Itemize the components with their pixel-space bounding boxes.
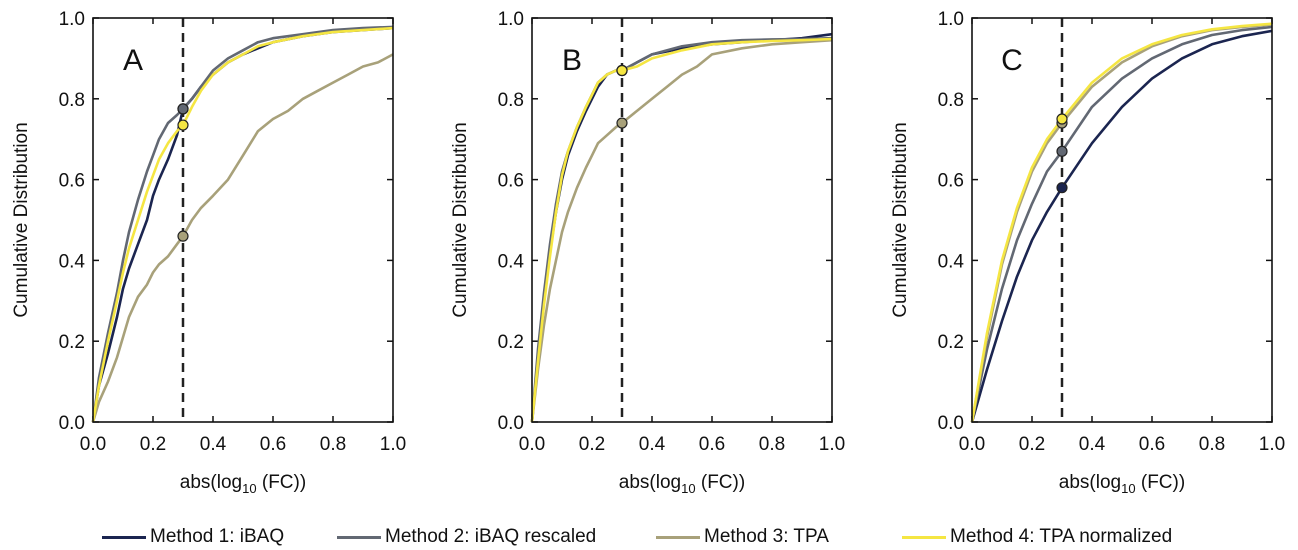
x-tick-label: 0.4 (1079, 434, 1106, 455)
y-axis-label: Cumulative Distribution (11, 122, 32, 317)
y-tick-label: 0.8 (498, 90, 524, 111)
panel-c: 0.0 0.2 0.4 0.6 0.8 1.0 0.0 0.2 0.4 0.6 0.8 1.0 Cabs… (890, 9, 1285, 496)
figure: 0.0 0.2 0.4 0.6 0.8 1.0 0.0 0.2 0.4 0.6 0.8 1.0 Aabs… (11, 9, 1285, 496)
legend-label-method-2: Method 2: iBAQ rescaled (385, 526, 597, 547)
x-tick-label: 0.0 (959, 434, 985, 455)
y-axis-label: Cumulative Distribution (450, 122, 471, 317)
legend: Method 1: iBAQ Method 2: iBAQ rescaled M… (0, 525, 1298, 549)
x-axis-label: abs(log10 (FC)) (180, 472, 306, 496)
panel-label: C (1001, 44, 1023, 77)
x-tick-label: 0.8 (1199, 434, 1225, 455)
plot-frame (971, 17, 1273, 423)
series-marker-method-4 (616, 64, 628, 77)
y-tick-label: 1.0 (938, 9, 964, 30)
series-line-method-3 (91, 53, 394, 423)
series-line-method-2 (530, 36, 833, 423)
legend-item-method-4: Method 4: TPA normalized (902, 525, 1172, 549)
y-tick-label: 0.0 (59, 413, 85, 434)
legend-item-method-2: Method 2: iBAQ rescaled (337, 525, 596, 549)
legend-swatch-method-2 (337, 535, 381, 539)
y-tick-label: 0.4 (59, 251, 86, 272)
y-tick-label: 0.4 (938, 251, 965, 272)
legend-label-method-4: Method 4: TPA normalized (950, 526, 1173, 547)
y-tick-label: 0.6 (59, 171, 85, 192)
series-line-method-4 (530, 37, 833, 423)
x-tick-label: 0.0 (80, 434, 106, 455)
series-line-method-3 (530, 38, 833, 423)
series-line-method-1 (530, 32, 833, 423)
x-axis-label: abs(log10 (FC)) (619, 472, 745, 496)
series-line-method-3 (970, 23, 1273, 423)
x-tick-label: 0.4 (639, 434, 666, 455)
x-tick-label: 0.2 (579, 434, 605, 455)
x-tick-label: 0.2 (1019, 434, 1045, 455)
x-tick-label: 0.6 (260, 434, 286, 455)
series-marker-method-4 (1056, 113, 1068, 125)
y-tick-label: 0.6 (938, 171, 964, 192)
legend-label-method-1: Method 1: iBAQ (150, 526, 285, 547)
series-marker-method-4 (177, 119, 189, 131)
plot-frame (92, 17, 394, 423)
y-tick-label: 1.0 (59, 9, 85, 30)
y-tick-label: 1.0 (498, 9, 524, 30)
y-axis-label: Cumulative Distribution (890, 122, 911, 317)
series-line-method-2 (91, 25, 394, 423)
x-tick-label: 1.0 (819, 434, 845, 455)
y-tick-label: 0.4 (498, 251, 525, 272)
legend-swatch-method-3 (656, 535, 700, 539)
x-tick-label: 0.0 (519, 434, 545, 455)
legend-item-method-1: Method 1: iBAQ (102, 525, 284, 549)
x-axis-label: abs(log10 (FC)) (1059, 472, 1185, 496)
series-line-method-4 (970, 22, 1273, 423)
y-tick-label: 0.0 (938, 413, 964, 434)
x-tick-label: 0.6 (1139, 434, 1165, 455)
legend-label-method-3: Method 3: TPA (704, 526, 829, 547)
x-tick-label: 1.0 (1259, 434, 1285, 455)
x-tick-label: 0.6 (699, 434, 725, 455)
x-tick-label: 1.0 (380, 434, 406, 455)
x-tick-label: 0.8 (320, 434, 346, 455)
legend-swatch-method-1 (102, 535, 146, 539)
y-tick-label: 0.8 (59, 90, 85, 111)
y-tick-label: 0.2 (59, 332, 85, 353)
series-marker-method-3 (616, 117, 628, 129)
series-marker-method-2 (1056, 145, 1068, 157)
panel-a: 0.0 0.2 0.4 0.6 0.8 1.0 0.0 0.2 0.4 0.6 0.8 1.0 Aabs… (11, 9, 406, 496)
y-tick-label: 0.2 (498, 332, 524, 353)
series-line-method-1 (970, 29, 1273, 423)
y-tick-label: 0.0 (498, 413, 524, 434)
x-tick-label: 0.8 (759, 434, 785, 455)
plot-frame (531, 17, 833, 423)
series-line-method-2 (970, 25, 1273, 423)
panel-label: B (562, 44, 582, 77)
y-tick-label: 0.2 (938, 332, 964, 353)
x-tick-label: 0.2 (140, 434, 166, 455)
legend-swatch-method-4 (902, 535, 946, 539)
y-tick-label: 0.6 (498, 171, 524, 192)
y-tick-label: 0.8 (938, 90, 964, 111)
series-marker-method-2 (177, 103, 189, 115)
legend-item-method-3: Method 3: TPA (656, 525, 829, 549)
series-line-method-4 (91, 26, 394, 423)
panel-label: A (123, 44, 143, 77)
series-line-method-1 (91, 26, 394, 423)
series-marker-method-3 (177, 230, 189, 242)
x-tick-label: 0.4 (200, 434, 227, 455)
series-marker-method-1 (1056, 182, 1068, 194)
panel-b: 0.0 0.2 0.4 0.6 0.8 1.0 0.0 0.2 0.4 0.6 0.8 1.0 Babs… (450, 9, 845, 496)
